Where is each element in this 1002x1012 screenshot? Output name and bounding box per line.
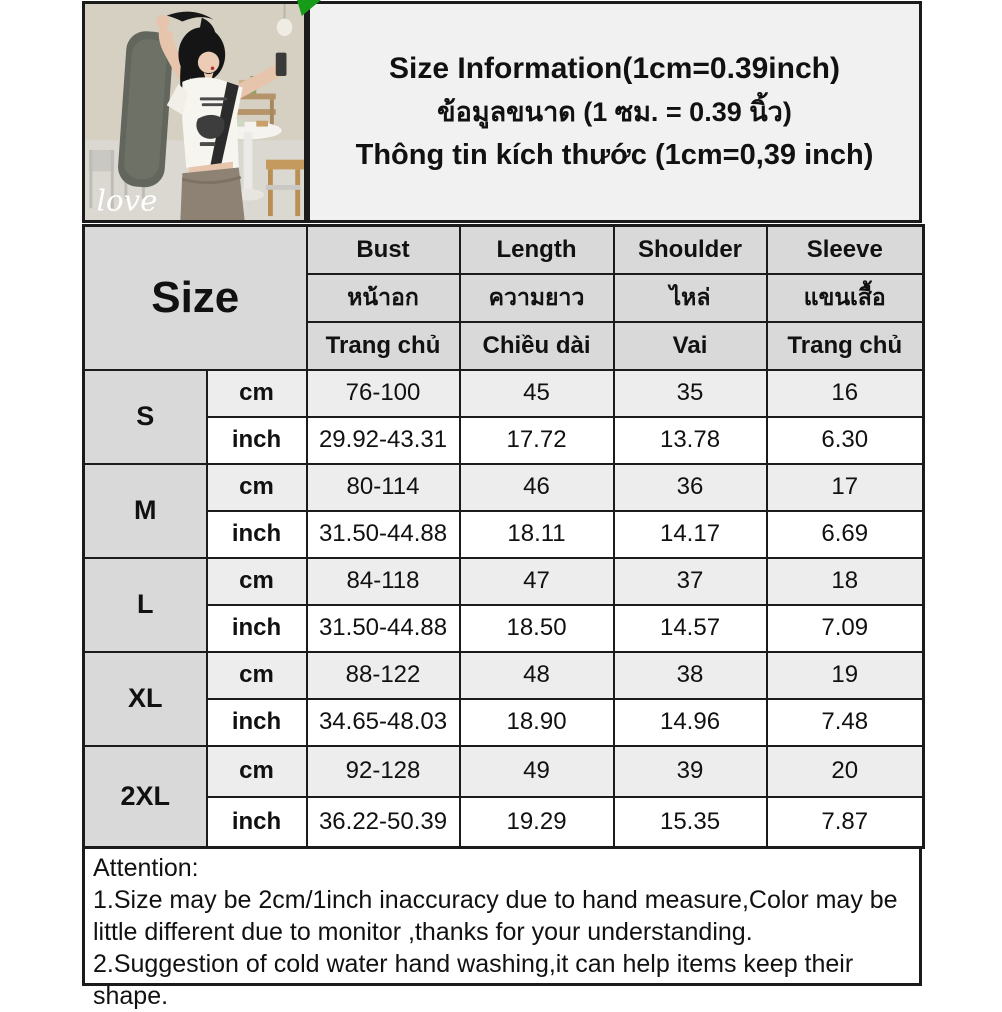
size-row-label: XL: [82, 650, 208, 747]
unit-cell: inch: [205, 603, 308, 653]
col-header-bust-vi: Trang chủ: [305, 320, 461, 371]
value-cell: 39: [612, 744, 768, 798]
value-cell: 17.72: [458, 415, 615, 465]
col-header-length-en: Length: [458, 224, 615, 275]
unit-cell: cm: [205, 462, 308, 512]
size-table: Size Bust Length Shoulder Sleeve หน้าอก …: [82, 224, 926, 849]
value-cell: 18.90: [458, 697, 615, 747]
value-cell: 14.57: [612, 603, 768, 653]
value-cell: 15.35: [612, 795, 768, 849]
value-cell: 19: [765, 650, 925, 700]
value-cell: 37: [612, 556, 768, 606]
value-cell: 18.11: [458, 509, 615, 559]
attention-note-1: 1.Size may be 2cm/1inch inaccuracy due t…: [93, 886, 898, 946]
col-header-shoulder-en: Shoulder: [612, 224, 768, 275]
value-cell: 48: [458, 650, 615, 700]
unit-cell: cm: [205, 368, 308, 418]
unit-cell: cm: [205, 650, 308, 700]
value-cell: 49: [458, 744, 615, 798]
unit-cell: inch: [205, 509, 308, 559]
model: [156, 11, 287, 220]
value-cell: 92-128: [305, 744, 461, 798]
col-header-bust-en: Bust: [305, 224, 461, 275]
value-cell: 47: [458, 556, 615, 606]
col-header-shoulder-th: ไหล่: [612, 272, 768, 323]
attention-title: Attention:: [93, 854, 199, 882]
title-vietnamese: Thông tin kích thước (1cm=0,39 inch): [355, 139, 874, 171]
value-cell: 20: [765, 744, 925, 798]
value-cell: 7.09: [765, 603, 925, 653]
unit-cell: cm: [205, 556, 308, 606]
value-cell: 19.29: [458, 795, 615, 849]
value-cell: 35: [612, 368, 768, 418]
mirror: [118, 31, 173, 188]
value-cell: 6.69: [765, 509, 925, 559]
value-cell: 34.65-48.03: [305, 697, 461, 747]
value-cell: 31.50-44.88: [305, 603, 461, 653]
value-cell: 14.96: [612, 697, 768, 747]
size-row-label: M: [82, 462, 208, 559]
value-cell: 6.30: [765, 415, 925, 465]
col-header-length-th: ความยาว: [458, 272, 615, 323]
col-header-sleeve-vi: Trang chủ: [765, 320, 925, 371]
value-cell: 14.17: [612, 509, 768, 559]
col-header-sleeve-en: Sleeve: [765, 224, 925, 275]
value-cell: 18: [765, 556, 925, 606]
unit-cell: inch: [205, 795, 308, 849]
value-cell: 80-114: [305, 462, 461, 512]
value-cell: 76-100: [305, 368, 461, 418]
col-header-length-vi: Chiều dài: [458, 320, 615, 371]
unit-cell: inch: [205, 697, 308, 747]
size-row-label: 2XL: [82, 744, 208, 849]
value-cell: 7.48: [765, 697, 925, 747]
title-english: Size Information(1cm=0.39inch): [389, 52, 840, 85]
value-cell: 88-122: [305, 650, 461, 700]
product-photo: love: [82, 1, 307, 223]
title-box: Size Information(1cm=0.39inch) ข้อมูลขนา…: [307, 1, 922, 223]
col-header-sleeve-th: แขนเสื้อ: [765, 272, 925, 323]
value-cell: 18.50: [458, 603, 615, 653]
size-row-label: S: [82, 368, 208, 465]
wood-chair: [266, 159, 304, 217]
unit-cell: cm: [205, 744, 308, 798]
value-cell: 29.92-43.31: [305, 415, 461, 465]
col-header-shoulder-vi: Vai: [612, 320, 768, 371]
value-cell: 36.22-50.39: [305, 795, 461, 849]
col-header-bust-th: หน้าอก: [305, 272, 461, 323]
value-cell: 17: [765, 462, 925, 512]
value-cell: 36: [612, 462, 768, 512]
photo-watermark: love: [97, 183, 158, 217]
title-thai: ข้อมูลขนาด (1 ซม. = 0.39 นิ้ว): [437, 97, 792, 127]
size-row-label: L: [82, 556, 208, 653]
value-cell: 16: [765, 368, 925, 418]
value-cell: 38: [612, 650, 768, 700]
value-cell: 46: [458, 462, 615, 512]
size-header: Size: [82, 224, 308, 371]
attention-box: Attention: 1.Size may be 2cm/1inch inacc…: [82, 846, 922, 1010]
value-cell: 13.78: [612, 415, 768, 465]
attention-note-2: 2.Suggestion of cold water hand washing,…: [93, 950, 854, 1010]
unit-cell: inch: [205, 415, 308, 465]
value-cell: 31.50-44.88: [305, 509, 461, 559]
value-cell: 7.87: [765, 795, 925, 849]
value-cell: 84-118: [305, 556, 461, 606]
product-photo-illustration: love: [85, 4, 304, 220]
value-cell: 45: [458, 368, 615, 418]
